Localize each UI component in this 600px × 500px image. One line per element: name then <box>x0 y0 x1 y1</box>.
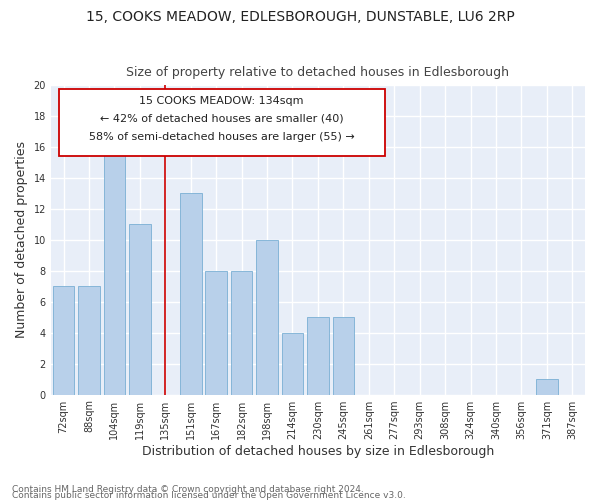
X-axis label: Distribution of detached houses by size in Edlesborough: Distribution of detached houses by size … <box>142 444 494 458</box>
Bar <box>53 286 74 395</box>
Bar <box>281 332 303 394</box>
Text: ← 42% of detached houses are smaller (40): ← 42% of detached houses are smaller (40… <box>100 114 344 124</box>
Bar <box>78 286 100 395</box>
Bar <box>129 224 151 394</box>
Text: Contains public sector information licensed under the Open Government Licence v3: Contains public sector information licen… <box>12 490 406 500</box>
Text: Contains HM Land Registry data © Crown copyright and database right 2024.: Contains HM Land Registry data © Crown c… <box>12 485 364 494</box>
Text: 15 COOKS MEADOW: 134sqm: 15 COOKS MEADOW: 134sqm <box>139 96 304 106</box>
Bar <box>536 379 557 394</box>
Text: 58% of semi-detached houses are larger (55) →: 58% of semi-detached houses are larger (… <box>89 132 355 142</box>
Bar <box>180 193 202 394</box>
Bar <box>307 317 329 394</box>
Bar <box>205 270 227 394</box>
Bar <box>231 270 253 394</box>
Bar <box>256 240 278 394</box>
Y-axis label: Number of detached properties: Number of detached properties <box>15 141 28 338</box>
Title: Size of property relative to detached houses in Edlesborough: Size of property relative to detached ho… <box>127 66 509 80</box>
Bar <box>104 132 125 394</box>
Bar <box>332 317 354 394</box>
FancyBboxPatch shape <box>59 90 385 156</box>
Text: 15, COOKS MEADOW, EDLESBOROUGH, DUNSTABLE, LU6 2RP: 15, COOKS MEADOW, EDLESBOROUGH, DUNSTABL… <box>86 10 514 24</box>
